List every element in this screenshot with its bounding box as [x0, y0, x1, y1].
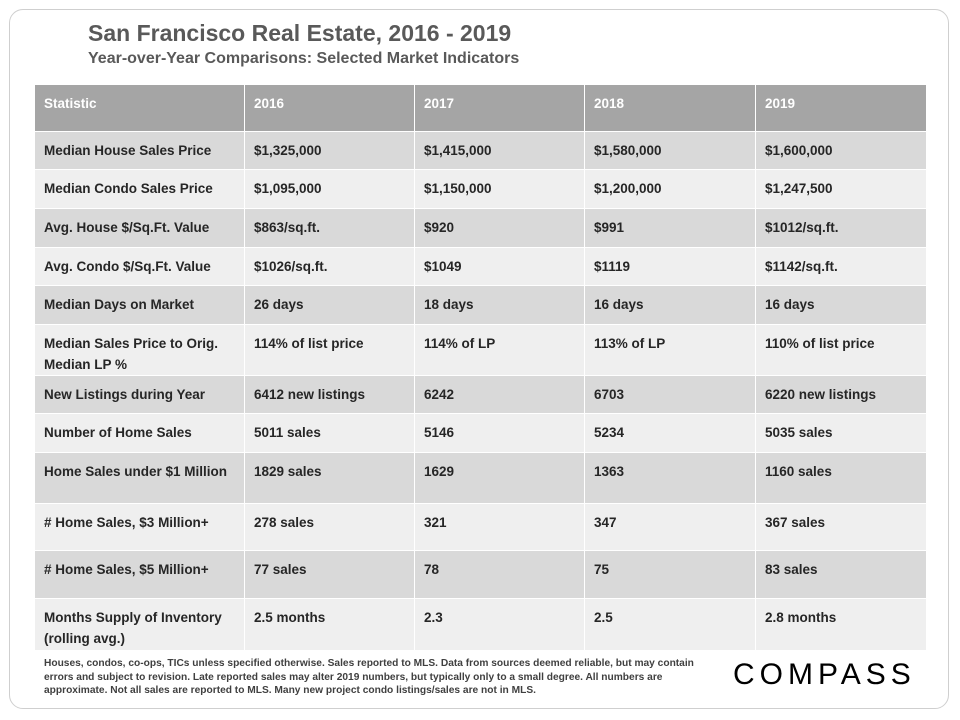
- table-cell: 78: [414, 550, 585, 599]
- table-cell: 5035 sales: [755, 413, 927, 453]
- table-cell: 75: [584, 550, 756, 599]
- table-cell: 5011 sales: [244, 413, 415, 453]
- table-cell: $863/sq.ft.: [244, 208, 415, 248]
- table-cell: 1629: [414, 452, 585, 504]
- table-cell: 114% of LP: [414, 324, 585, 376]
- table-header-row: Statistic 2016 2017 2018 2019: [34, 84, 927, 132]
- table-cell: $1026/sq.ft.: [244, 247, 415, 286]
- table-cell: $1,600,000: [755, 131, 927, 170]
- table-row: Median Sales Price to Orig. Median LP % …: [34, 324, 927, 376]
- row-label: Home Sales under $1 Million: [34, 452, 245, 504]
- table-cell: 26 days: [244, 285, 415, 325]
- table-cell: 2.5 months: [244, 598, 415, 651]
- table-cell: $1,247,500: [755, 169, 927, 209]
- column-header-2017: 2017: [414, 84, 585, 132]
- table-cell: 18 days: [414, 285, 585, 325]
- table-row: Home Sales under $1 Million 1829 sales 1…: [34, 452, 927, 504]
- table-cell: 2.3: [414, 598, 585, 651]
- table-cell: 6220 new listings: [755, 375, 927, 414]
- table-cell: $1,325,000: [244, 131, 415, 170]
- table-cell: 77 sales: [244, 550, 415, 599]
- table-cell: 1829 sales: [244, 452, 415, 504]
- table-cell: $1,580,000: [584, 131, 756, 170]
- column-header-statistic: Statistic: [34, 84, 245, 132]
- table-cell: 5234: [584, 413, 756, 453]
- table-cell: $1,415,000: [414, 131, 585, 170]
- table-row: Median Condo Sales Price $1,095,000 $1,1…: [34, 169, 927, 209]
- compass-logo: COMPASS: [733, 658, 916, 691]
- table-cell: $1012/sq.ft.: [755, 208, 927, 248]
- row-label: Median Sales Price to Orig. Median LP %: [34, 324, 245, 376]
- table-cell: $1119: [584, 247, 756, 286]
- table-cell: 16 days: [755, 285, 927, 325]
- table-cell: $1,095,000: [244, 169, 415, 209]
- market-indicators-table: Statistic 2016 2017 2018 2019 Median Hou…: [34, 84, 927, 651]
- table-row: # Home Sales, $3 Million+ 278 sales 321 …: [34, 503, 927, 551]
- row-label: Median House Sales Price: [34, 131, 245, 170]
- table-row: Avg. Condo $/Sq.Ft. Value $1026/sq.ft. $…: [34, 247, 927, 286]
- table-cell: 83 sales: [755, 550, 927, 599]
- row-label: # Home Sales, $5 Million+: [34, 550, 245, 599]
- table-cell: 347: [584, 503, 756, 551]
- table-cell: 16 days: [584, 285, 756, 325]
- table-cell: 1160 sales: [755, 452, 927, 504]
- table-cell: 1363: [584, 452, 756, 504]
- footnote-disclaimer: Houses, condos, co-ops, TICs unless spec…: [44, 658, 694, 696]
- row-label: Avg. Condo $/Sq.Ft. Value: [34, 247, 245, 286]
- table-cell: $1,150,000: [414, 169, 585, 209]
- table-cell: 113% of LP: [584, 324, 756, 376]
- row-label: Median Days on Market: [34, 285, 245, 325]
- table-row: Months Supply of Inventory (rolling avg.…: [34, 598, 927, 651]
- table-row: Number of Home Sales 5011 sales 5146 523…: [34, 413, 927, 453]
- table-cell: 278 sales: [244, 503, 415, 551]
- table-row: Median Days on Market 26 days 18 days 16…: [34, 285, 927, 325]
- table-cell: 2.5: [584, 598, 756, 651]
- table-row: New Listings during Year 6412 new listin…: [34, 375, 927, 414]
- column-header-2018: 2018: [584, 84, 756, 132]
- row-label: New Listings during Year: [34, 375, 245, 414]
- column-header-2019: 2019: [755, 84, 927, 132]
- table-row: Avg. House $/Sq.Ft. Value $863/sq.ft. $9…: [34, 208, 927, 248]
- table-cell: $920: [414, 208, 585, 248]
- table-cell: 6412 new listings: [244, 375, 415, 414]
- table-cell: $1142/sq.ft.: [755, 247, 927, 286]
- table-cell: 6703: [584, 375, 756, 414]
- table-cell: 321: [414, 503, 585, 551]
- table-cell: $1,200,000: [584, 169, 756, 209]
- row-label: # Home Sales, $3 Million+: [34, 503, 245, 551]
- table-cell: 367 sales: [755, 503, 927, 551]
- slide-frame: [9, 9, 949, 709]
- table-cell: 110% of list price: [755, 324, 927, 376]
- row-label: Median Condo Sales Price: [34, 169, 245, 209]
- row-label: Number of Home Sales: [34, 413, 245, 453]
- table-row: Median House Sales Price $1,325,000 $1,4…: [34, 131, 927, 170]
- row-label: Avg. House $/Sq.Ft. Value: [34, 208, 245, 248]
- table-cell: 5146: [414, 413, 585, 453]
- page-subtitle: Year-over-Year Comparisons: Selected Mar…: [88, 50, 520, 67]
- row-label: Months Supply of Inventory (rolling avg.…: [34, 598, 245, 651]
- table-cell: 114% of list price: [244, 324, 415, 376]
- table-row: # Home Sales, $5 Million+ 77 sales 78 75…: [34, 550, 927, 599]
- table-cell: 6242: [414, 375, 585, 414]
- page-title: San Francisco Real Estate, 2016 - 2019: [88, 20, 512, 46]
- table-cell: 2.8 months: [755, 598, 927, 651]
- table-cell: $991: [584, 208, 756, 248]
- column-header-2016: 2016: [244, 84, 415, 132]
- table-cell: $1049: [414, 247, 585, 286]
